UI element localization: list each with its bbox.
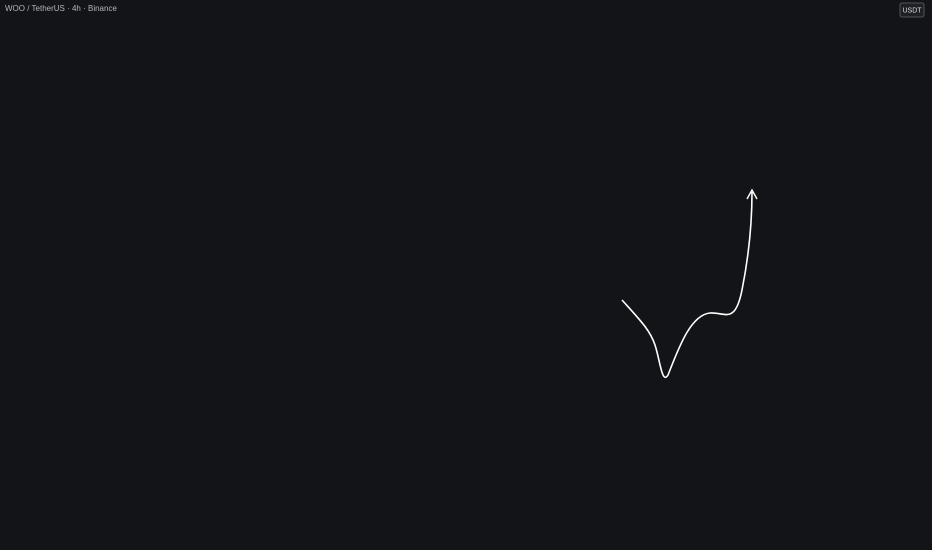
price-axis bbox=[898, 0, 932, 550]
projection-arrow bbox=[746, 188, 758, 200]
symbol: WOO / TetherUS · 4h · Binance bbox=[5, 4, 117, 13]
currency-box[interactable] bbox=[899, 2, 925, 18]
projection-path bbox=[621, 191, 753, 378]
currency: USDT bbox=[902, 7, 922, 14]
